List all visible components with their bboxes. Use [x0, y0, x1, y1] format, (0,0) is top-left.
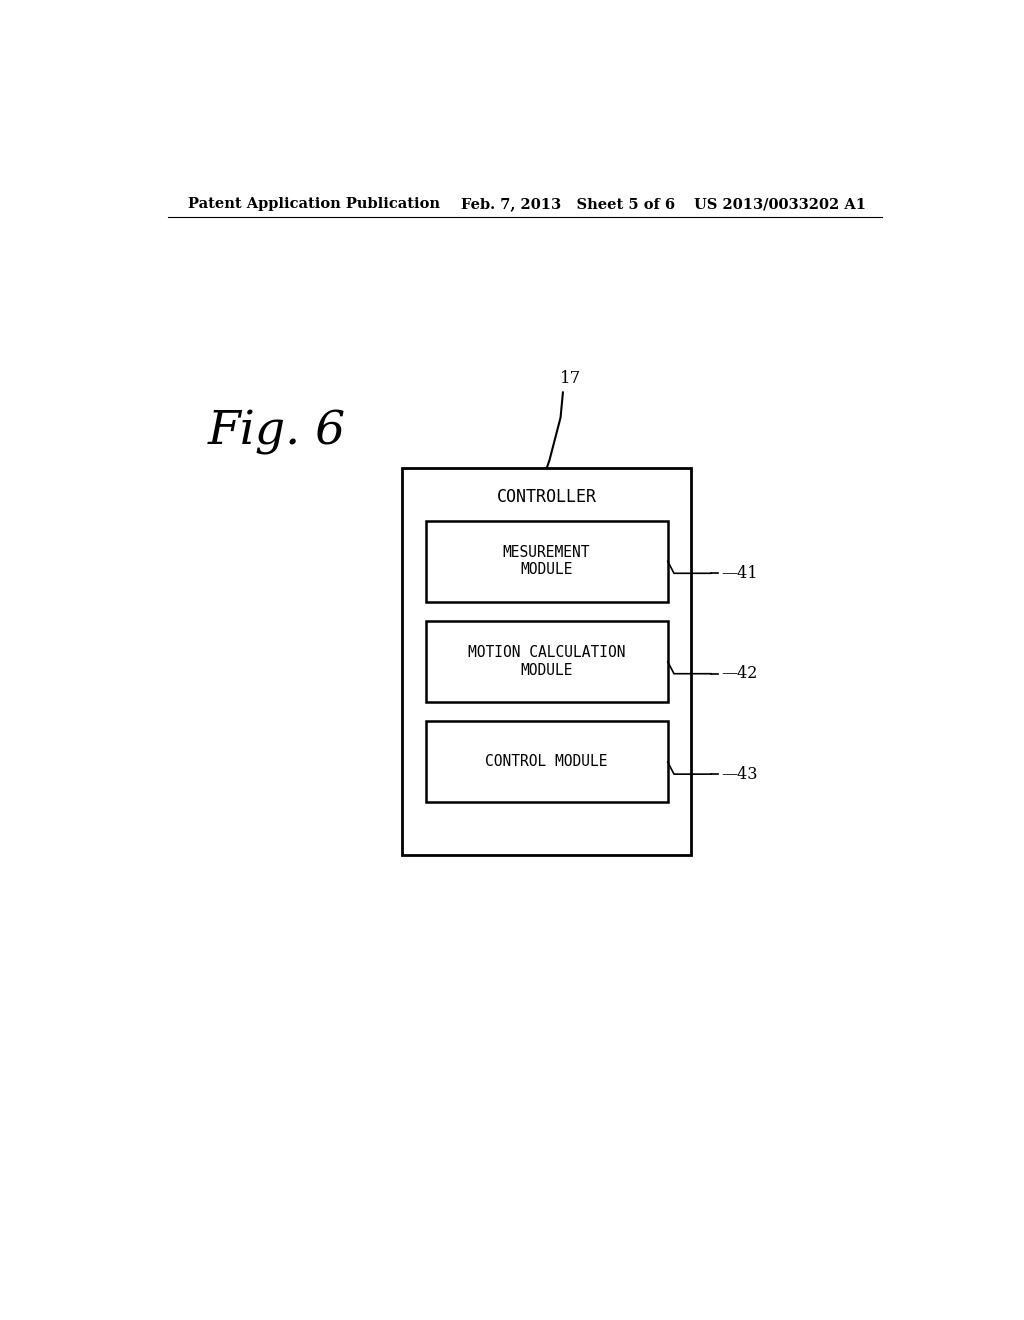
Text: US 2013/0033202 A1: US 2013/0033202 A1 — [694, 197, 866, 211]
Text: —42: —42 — [722, 665, 758, 682]
Bar — [426, 520, 668, 602]
Bar — [426, 620, 668, 702]
Bar — [426, 722, 668, 803]
Text: MESUREMENT
MODULE: MESUREMENT MODULE — [503, 545, 591, 577]
Text: 17: 17 — [560, 370, 582, 387]
Text: —41: —41 — [722, 565, 758, 582]
Text: Patent Application Publication: Patent Application Publication — [187, 197, 439, 211]
Text: CONTROL MODULE: CONTROL MODULE — [485, 755, 608, 770]
Text: Fig. 6: Fig. 6 — [207, 411, 346, 455]
Text: Feb. 7, 2013   Sheet 5 of 6: Feb. 7, 2013 Sheet 5 of 6 — [461, 197, 676, 211]
Text: —43: —43 — [722, 766, 758, 783]
Text: MOTION CALCULATION
MODULE: MOTION CALCULATION MODULE — [468, 645, 626, 677]
Bar — [401, 469, 691, 854]
Text: CONTROLLER: CONTROLLER — [497, 488, 597, 506]
